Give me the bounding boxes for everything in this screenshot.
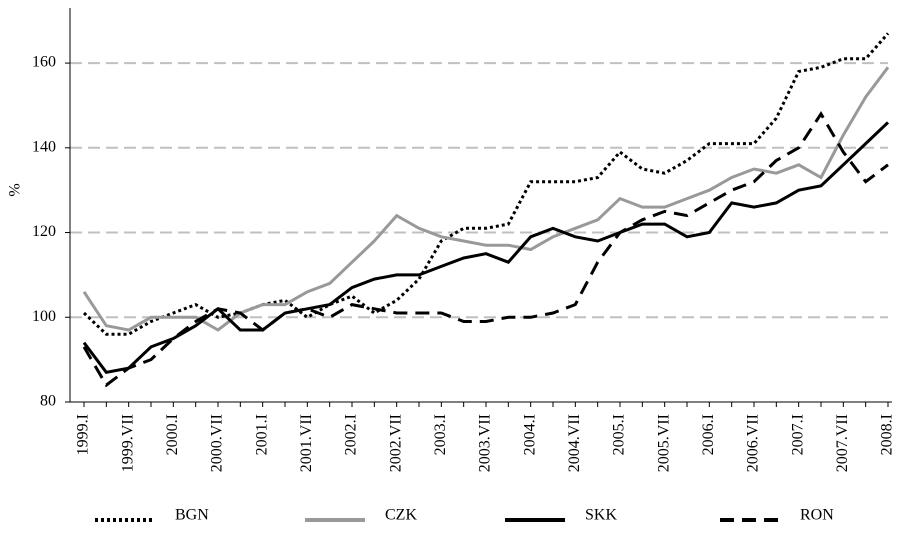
legend-label: RON	[800, 507, 834, 524]
x-tick-label: 2001.I	[253, 414, 270, 455]
x-tick-label: 2007.VII	[834, 414, 851, 472]
series-line	[82, 111, 889, 388]
x-tick-label: 2008.I	[879, 414, 896, 455]
x-tick-label: 1999.I	[75, 414, 92, 455]
x-tick-label: 2005.I	[611, 414, 628, 455]
x-tick-label: 2000.I	[164, 414, 181, 455]
x-tick-label: 2002.I	[343, 414, 360, 455]
legend-label: CZK	[385, 507, 417, 524]
y-tick-label: 160	[32, 54, 56, 71]
y-tick-label: 140	[32, 138, 56, 155]
x-tick-label: 1999.VII	[119, 414, 136, 472]
x-tick-label: 2007.I	[789, 414, 806, 455]
x-tick-label: 2004.I	[521, 414, 538, 455]
x-tick-label: 2006.VII	[745, 414, 762, 472]
y-tick-label: 100	[32, 308, 56, 325]
y-tick-label: 80	[40, 393, 56, 410]
x-tick-label: 2005.VII	[655, 414, 672, 472]
x-tick-label: 2003.VII	[477, 414, 494, 472]
legend-label: SKK	[585, 507, 617, 524]
legend-label: BGN	[175, 507, 209, 524]
series-line	[82, 121, 890, 374]
x-tick-label: 2000.VII	[209, 414, 226, 472]
y-tick-label: 120	[32, 223, 56, 240]
x-tick-label: 2006.I	[700, 414, 717, 455]
y-axis-label: %	[7, 183, 24, 196]
x-tick-label: 2002.VII	[387, 414, 404, 472]
x-tick-label: 2001.VII	[298, 414, 315, 472]
series-line	[82, 32, 890, 336]
x-tick-label: 2004.VII	[566, 414, 583, 472]
series-line	[82, 66, 890, 332]
x-tick-label: 2003.I	[432, 414, 449, 455]
